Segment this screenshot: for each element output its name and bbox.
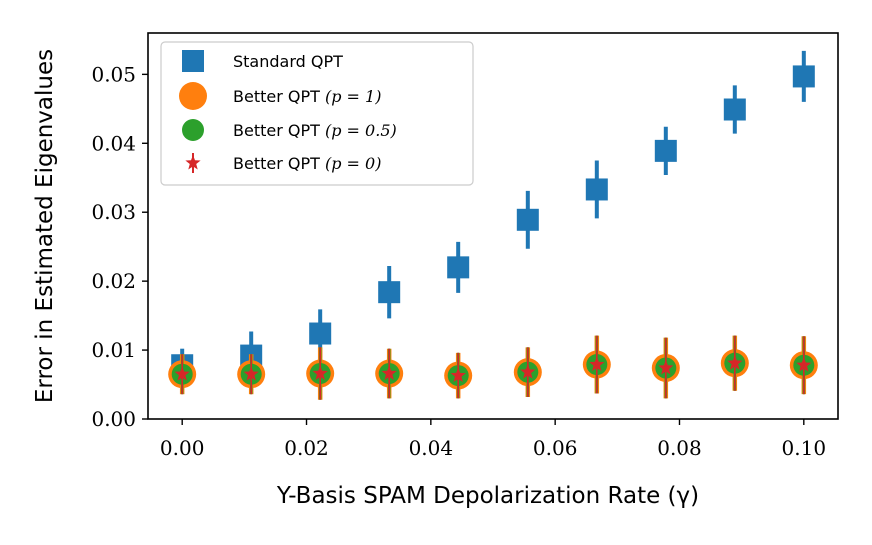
data-point-square xyxy=(447,256,470,279)
legend-label: Better QPT (p = 0) xyxy=(233,154,381,173)
legend-entry-3: Better QPT (p = 0) xyxy=(185,153,381,173)
data-point-square xyxy=(378,281,401,304)
series-layer xyxy=(168,50,818,400)
y-tick-label: 0.00 xyxy=(91,407,136,431)
legend-label-main: Better QPT xyxy=(233,87,325,106)
data-point-star xyxy=(520,364,536,379)
data-point-star xyxy=(796,357,812,372)
data-point-square xyxy=(654,139,677,162)
legend-marker-circle xyxy=(179,82,207,110)
data-point-star xyxy=(243,366,259,381)
legend-label-math: (p = 0.5) xyxy=(325,121,397,140)
y-tick-label: 0.05 xyxy=(91,62,136,86)
data-point-square xyxy=(792,65,815,88)
x-tick-label: 0.00 xyxy=(160,436,205,460)
data-point-square xyxy=(585,178,608,201)
data-point-star xyxy=(727,355,743,370)
legend-label: Better QPT (p = 1) xyxy=(233,87,381,106)
x-axis-title: Y-Basis SPAM Depolarization Rate (γ) xyxy=(276,483,699,509)
data-point-square xyxy=(516,208,539,231)
x-tick-label: 0.02 xyxy=(284,436,329,460)
y-tick-label: 0.01 xyxy=(91,338,136,362)
y-axis-title: Error in Estimated Eigenvalues xyxy=(32,49,58,403)
legend-entry-2: Better QPT (p = 0.5) xyxy=(182,119,397,141)
data-point-star xyxy=(658,359,674,375)
plot-frame xyxy=(147,32,839,420)
data-point-star xyxy=(381,365,397,380)
data-point-star xyxy=(174,366,190,381)
data-point-star xyxy=(450,367,466,383)
data-point-star xyxy=(589,356,605,372)
y-tick-label: 0.03 xyxy=(91,200,136,224)
data-point-square xyxy=(723,98,746,121)
legend-marker-square xyxy=(182,50,204,72)
legend-box xyxy=(160,41,474,186)
axes-layer: 0.00 0.02 0.04 0.06 0.08 0.10 0.00 0.01 0.02 0.03… xyxy=(91,32,839,460)
legend-label: Standard QPT xyxy=(233,52,343,71)
legend-label-main: Standard QPT xyxy=(233,52,343,71)
x-tick-label: 0.10 xyxy=(782,436,827,460)
data-point-star xyxy=(312,365,328,380)
legend-label: Better QPT (p = 0.5) xyxy=(233,121,397,140)
legend-entry-1: Better QPT (p = 1) xyxy=(179,82,381,110)
x-tick-label: 0.04 xyxy=(409,436,454,460)
data-point-square xyxy=(309,322,332,345)
x-tick-label: 0.08 xyxy=(657,436,702,460)
legend-label-main: Better QPT xyxy=(233,121,325,140)
y-tick-label: 0.02 xyxy=(91,269,136,293)
y-tick-label: 0.04 xyxy=(91,131,136,155)
legend-marker-star xyxy=(185,155,201,170)
legend-marker-circle xyxy=(182,119,204,141)
series-3 xyxy=(174,335,812,400)
legend-entry-0: Standard QPT xyxy=(182,50,343,72)
legend-label-math: (p = 1) xyxy=(325,87,381,106)
x-tick-label: 0.06 xyxy=(533,436,578,460)
legend-label-math: (p = 0) xyxy=(325,154,381,173)
legend-label-main: Better QPT xyxy=(233,154,325,173)
